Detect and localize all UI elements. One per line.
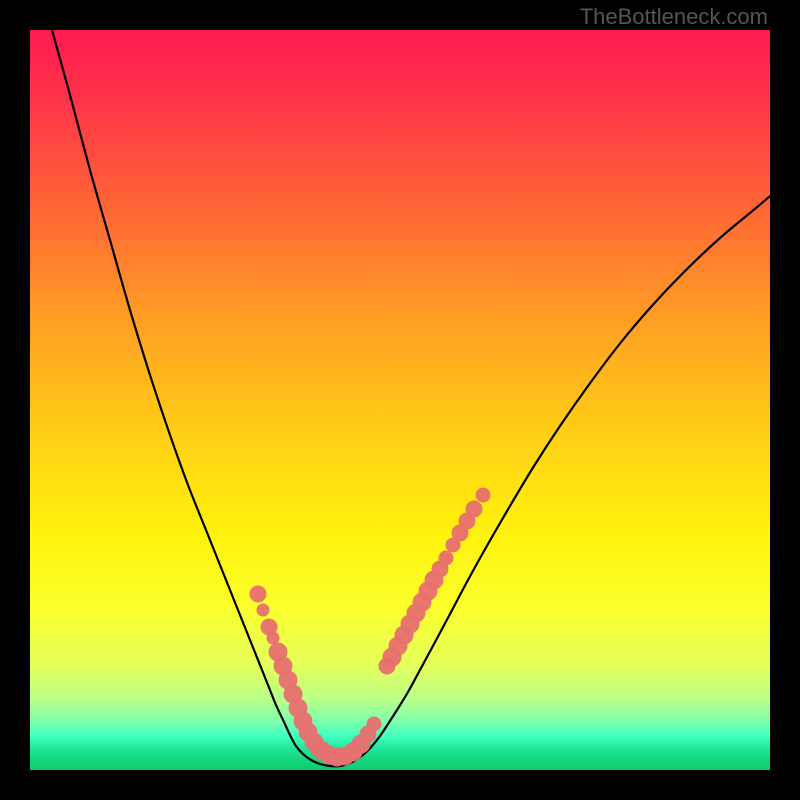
dot — [439, 551, 453, 565]
dot — [367, 717, 381, 731]
dot — [267, 632, 279, 644]
chart-container: TheBottleneck.com — [0, 0, 800, 800]
dot — [466, 501, 482, 517]
curve-layer — [30, 30, 770, 770]
dot — [257, 604, 269, 616]
bottleneck-curve — [52, 30, 770, 766]
dot — [250, 586, 266, 602]
watermark-text: TheBottleneck.com — [580, 4, 768, 30]
dot — [476, 488, 490, 502]
plot-area — [30, 30, 770, 770]
